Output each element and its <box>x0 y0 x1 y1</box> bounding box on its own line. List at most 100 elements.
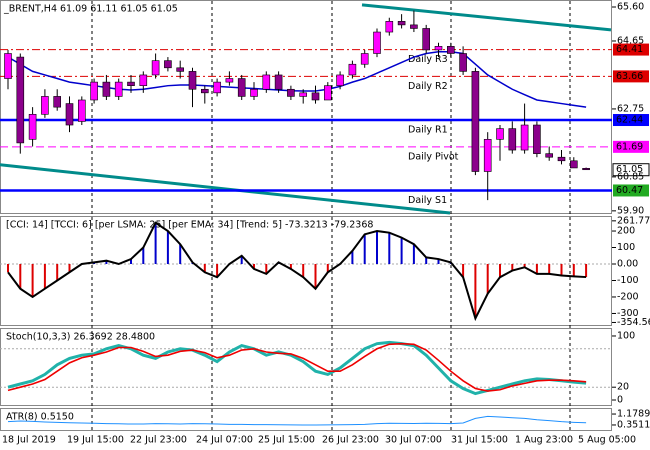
candle-body <box>323 85 332 101</box>
candle-body <box>151 60 160 76</box>
time-label: 5 Aug 05:00 <box>578 435 636 446</box>
candle-body <box>373 31 381 54</box>
candle-body <box>176 67 184 72</box>
candle-body <box>65 103 74 126</box>
cci-panel <box>0 216 612 326</box>
price-box <box>613 70 649 83</box>
indicator-line <box>7 340 587 396</box>
price-box <box>613 184 649 197</box>
candle-body <box>274 74 283 90</box>
last-price-box <box>612 163 650 177</box>
candle-body <box>483 139 492 172</box>
indicator-line <box>7 342 587 392</box>
candle-body <box>434 46 443 51</box>
candle-body <box>90 81 98 101</box>
candle-body <box>348 63 357 76</box>
pivot-label: Daily R3 <box>408 54 448 65</box>
candle-body <box>533 124 541 154</box>
candle-body <box>16 56 25 144</box>
price-box-label: 61.69 <box>616 141 643 152</box>
cci-line <box>7 221 587 322</box>
pivot-label: Daily Pivot <box>408 151 459 162</box>
candle-body <box>287 88 295 97</box>
candle-body <box>410 24 418 29</box>
candle-body <box>471 71 480 172</box>
time-label: 25 Jul 15:00 <box>258 435 315 446</box>
candle-body <box>4 53 12 79</box>
candle-body <box>102 81 111 97</box>
y-tick-label: 0 <box>617 395 623 406</box>
y-tick-label: 261.7738 <box>617 215 650 226</box>
main-panel <box>0 0 612 214</box>
y-tick-label: 100 <box>617 330 635 341</box>
y-tick-label: 0.3511 <box>617 419 650 430</box>
panel-title: ATR(8) 0.5150 <box>6 412 74 423</box>
indicator-line <box>7 415 587 426</box>
last-price-label: 61.05 <box>616 164 643 175</box>
time-label: 30 Jul 07:00 <box>385 435 442 446</box>
candle-body <box>360 53 369 65</box>
y-tick-label: 65.60 <box>617 2 644 13</box>
y-tick-label: 200 <box>617 226 635 237</box>
candle-body <box>225 78 234 83</box>
y-tick-label: 64.65 <box>617 35 644 46</box>
y-tick-label: 0.00 <box>617 258 638 269</box>
candle-body <box>250 88 258 97</box>
y-tick-label: -354.565 <box>617 317 650 328</box>
price-box <box>613 43 649 56</box>
stoch-panel <box>0 328 612 406</box>
candle-body <box>422 28 431 51</box>
candle-body <box>78 99 86 122</box>
price-box-label: 63.66 <box>616 71 643 82</box>
candle-body <box>459 53 467 72</box>
candle-body <box>311 92 320 101</box>
candle-body <box>28 113 37 140</box>
time-label: 19 Jul 15:00 <box>67 435 124 446</box>
candle-body <box>127 81 135 86</box>
time-label: 22 Jul 23:00 <box>130 435 187 446</box>
candle-body <box>397 21 406 26</box>
candle-body <box>164 60 172 69</box>
price-box-label: 60.47 <box>616 185 643 196</box>
pivot-label: Daily R1 <box>408 125 448 136</box>
candle-body <box>508 128 517 151</box>
period-separators <box>91 1 571 430</box>
candle-body <box>188 71 197 90</box>
candle-body <box>582 167 590 171</box>
candle-body <box>237 78 246 97</box>
pivot-label: Daily R2 <box>408 81 448 92</box>
panel-title: Stoch(10,3,3) 26.3692 28.4800 <box>6 332 155 343</box>
time-label: 24 Jul 07:00 <box>196 435 253 446</box>
time-label: 26 Jul 23:00 <box>322 435 379 446</box>
price-box-label: 62.44 <box>616 115 643 126</box>
y-tick-label: -200 <box>617 291 639 302</box>
candle-body <box>41 96 49 115</box>
y-tick-label: 20 <box>617 382 629 393</box>
time-label: 31 Jul 15:00 <box>451 435 508 446</box>
y-tick-label: -300 <box>617 308 639 319</box>
price-box <box>613 114 649 127</box>
candle-body <box>557 156 566 162</box>
time-label: 18 Jul 2019 <box>2 435 56 446</box>
panel-title: [CCI: 14] [TCCI: 6] [per LSMA: 25] [per … <box>6 220 373 231</box>
channel-line <box>361 3 612 32</box>
candle-body <box>262 74 271 90</box>
candle-body <box>201 88 209 94</box>
price-box <box>613 140 649 153</box>
y-tick-label: 1.1789 <box>617 409 650 420</box>
time-label: 1 Aug 23:00 <box>515 435 573 446</box>
candle-body <box>139 74 148 86</box>
channel-line <box>0 163 451 215</box>
y-tick-label: 100 <box>617 242 635 253</box>
y-tick-label: -100 <box>617 275 639 286</box>
atr-panel <box>0 408 612 431</box>
candle-body <box>114 81 123 97</box>
candle-body <box>520 124 529 151</box>
candle-body <box>336 74 344 86</box>
pivot-label: Daily S1 <box>408 195 447 206</box>
candle-body <box>299 92 308 97</box>
candle-body <box>569 160 578 169</box>
y-tick-label: 59.90 <box>617 205 644 216</box>
candle-body <box>545 153 554 158</box>
